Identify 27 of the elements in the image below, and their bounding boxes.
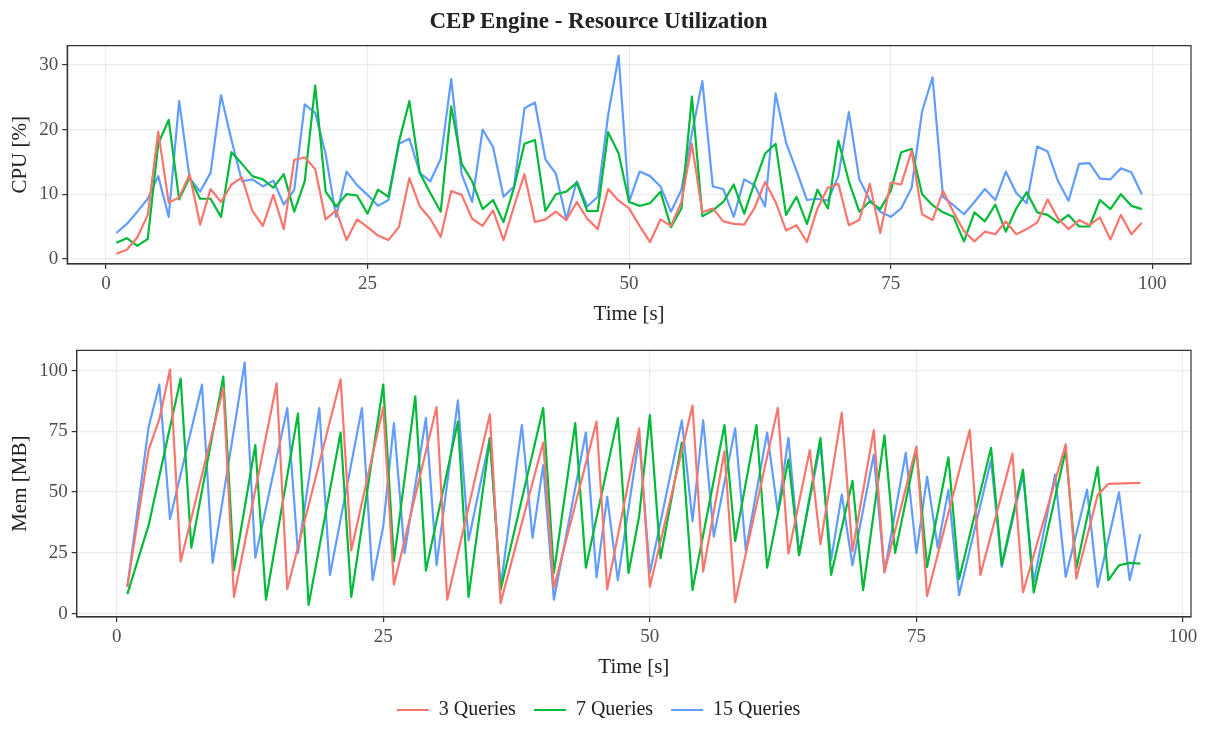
y-axis-title: CPU [%] [7,116,32,194]
y-tick-label: 0 [48,246,59,268]
x-tick-label: 50 [619,272,639,294]
x-tick-label: 75 [906,625,926,647]
y-tick-label: 25 [48,540,68,562]
y-tick-label: 10 [39,182,59,204]
legend-label: 3 Queries [438,697,517,720]
legend-label: 7 Queries [575,697,654,720]
y-tick-label: 0 [58,601,68,623]
y-tick-label: 75 [48,419,68,441]
x-tick-label: 100 [1168,625,1198,647]
x-tick-label: 100 [1138,272,1167,294]
y-tick-label: 100 [39,358,68,380]
x-tick-label: 75 [881,272,901,294]
x-tick-label: 0 [111,625,122,647]
y-tick-label: 30 [39,52,59,74]
x-axis-title: Time [s] [593,300,665,325]
y-tick-label: 20 [39,117,59,139]
x-tick-label: 25 [358,272,378,294]
x-tick-label: 50 [640,625,660,647]
y-tick-label: 50 [48,480,68,502]
x-tick-label: 25 [373,625,393,647]
chart-title: CEP Engine - Resource Utilization [429,7,768,33]
x-axis-title: Time [s] [598,653,670,678]
legend-label: 15 Queries [713,697,801,720]
y-axis-title: Mem [MB] [7,435,32,532]
x-tick-label: 0 [101,272,111,294]
